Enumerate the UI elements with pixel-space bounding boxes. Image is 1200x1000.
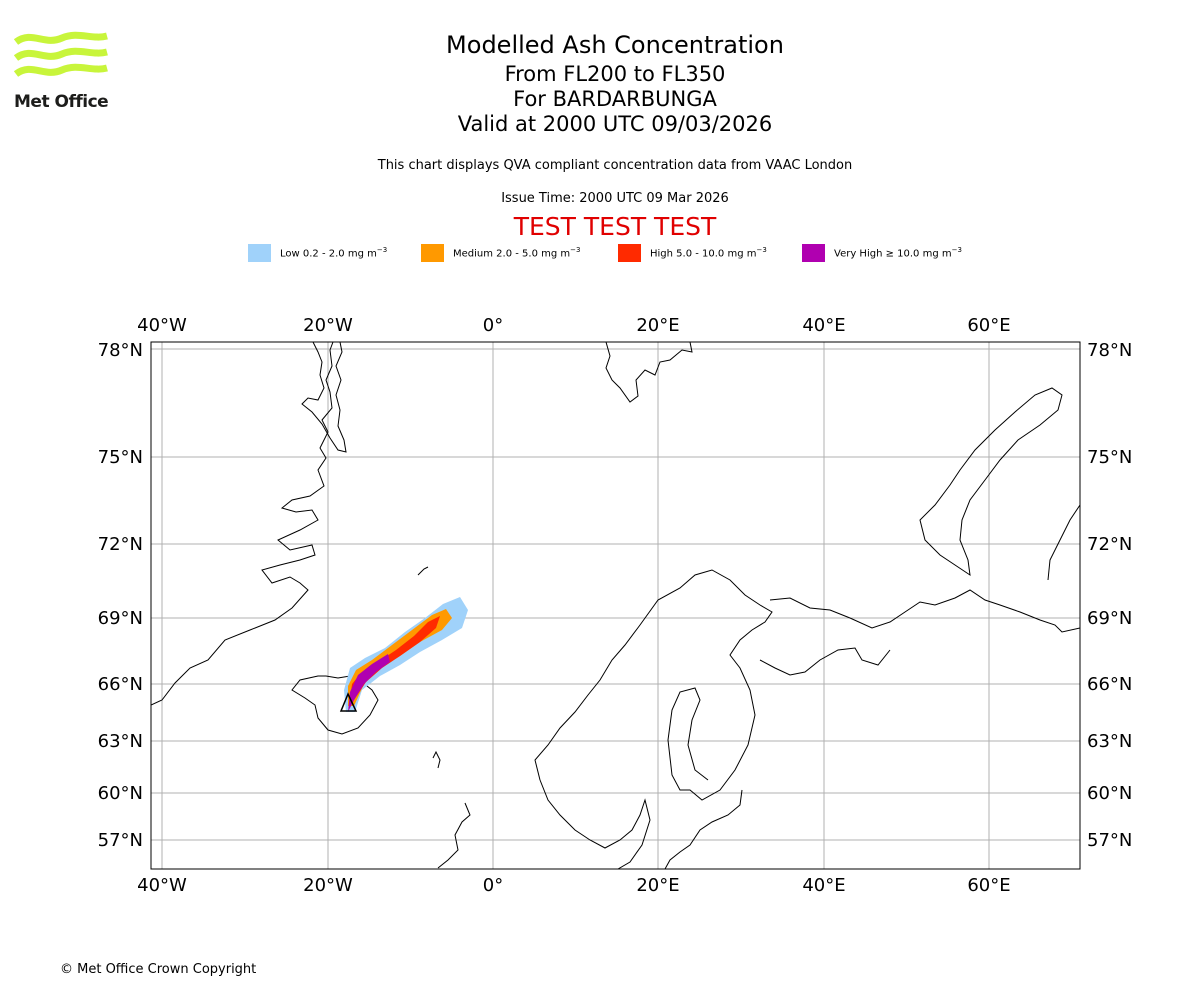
ash-plume xyxy=(344,597,468,712)
legend-label-high: High 5.0 - 10.0 mg m−3 xyxy=(650,246,767,260)
coastline-norway-south xyxy=(539,779,651,869)
lat-tick-right: 57°N xyxy=(1087,830,1132,851)
lat-tick-left: 63°N xyxy=(98,731,143,752)
coastline-jan-mayen xyxy=(417,566,429,576)
lon-tick-bottom: 40°E xyxy=(802,875,845,896)
lon-tick-bottom: 20°W xyxy=(303,875,353,896)
coastline-britain xyxy=(437,802,471,869)
coastline-white-sea xyxy=(759,647,891,676)
lat-tick-left: 60°N xyxy=(98,783,143,804)
legend-label-medium: Medium 2.0 - 5.0 mg m−3 xyxy=(453,246,581,260)
lat-tick-left: 66°N xyxy=(98,674,143,695)
lon-tick-bottom: 40°W xyxy=(137,875,187,896)
legend-swatch-medium xyxy=(421,244,444,262)
coastline-greenland-east xyxy=(301,342,347,453)
test-banner: TEST TEST TEST xyxy=(513,212,717,241)
chart-description: This chart displays QVA compliant concen… xyxy=(377,158,853,173)
coastline-scandinavia xyxy=(534,569,773,801)
lat-tick-left: 69°N xyxy=(98,608,143,629)
lon-tick-bottom: 60°E xyxy=(967,875,1010,896)
valid-time: Valid at 2000 UTC 09/03/2026 xyxy=(457,112,773,136)
lat-tick-right: 60°N xyxy=(1087,783,1132,804)
issue-time: Issue Time: 2000 UTC 09 Mar 2026 xyxy=(501,191,729,206)
lat-tick-left: 75°N xyxy=(98,447,143,468)
coastline-svalbard xyxy=(605,342,693,403)
legend-label-low: Low 0.2 - 2.0 mg m−3 xyxy=(280,246,388,260)
lat-tick-left: 78°N xyxy=(98,340,143,361)
ash-zone-very-high xyxy=(348,654,390,712)
legend-swatch-low xyxy=(248,244,271,262)
lat-tick-right: 75°N xyxy=(1087,447,1132,468)
lon-tick-top: 20°W xyxy=(303,315,353,336)
lon-tick-bottom: 0° xyxy=(483,875,503,896)
legend-swatch-very-high xyxy=(802,244,825,262)
gridlines xyxy=(151,342,1080,869)
lat-tick-right: 66°N xyxy=(1087,674,1132,695)
volcano-marker-icon xyxy=(339,692,358,712)
map-frame xyxy=(150,341,1081,870)
lat-tick-right: 63°N xyxy=(1087,731,1132,752)
legend-label-very-high: Very High ≥ 10.0 mg m−3 xyxy=(834,246,962,260)
coastline-iceland xyxy=(291,675,379,735)
lat-tick-right: 78°N xyxy=(1087,340,1132,361)
coastline-novaya-zemlya xyxy=(919,387,1063,577)
volcano-name: For BARDARBUNGA xyxy=(513,87,717,111)
legend-swatch-high xyxy=(618,244,641,262)
coastline-kola xyxy=(769,589,1080,633)
copyright-notice: © Met Office Crown Copyright xyxy=(60,962,257,977)
lat-tick-right: 69°N xyxy=(1087,608,1132,629)
lon-tick-top: 0° xyxy=(483,315,503,336)
lat-tick-left: 57°N xyxy=(98,830,143,851)
met-office-logo-text: Met Office xyxy=(14,92,109,112)
coastline-faroe xyxy=(432,750,441,769)
flight-level-range: From FL200 to FL350 xyxy=(504,62,726,86)
lat-tick-left: 72°N xyxy=(98,534,143,555)
chart-title: Modelled Ash Concentration xyxy=(446,31,784,59)
coastline-greenland xyxy=(151,342,334,706)
met-office-logo-icon xyxy=(14,31,108,78)
lon-tick-top: 40°W xyxy=(137,315,187,336)
lat-tick-right: 72°N xyxy=(1087,534,1132,555)
lon-tick-bottom: 20°E xyxy=(636,875,679,896)
lon-tick-top: 40°E xyxy=(802,315,845,336)
lon-tick-top: 20°E xyxy=(636,315,679,336)
ash-zone-high xyxy=(350,616,440,700)
coastline-russia-east xyxy=(1047,504,1080,581)
chart-titles: Modelled Ash Concentration From FL200 to… xyxy=(315,30,915,137)
lon-tick-top: 60°E xyxy=(967,315,1010,336)
coastline-baltic-east xyxy=(664,789,743,869)
